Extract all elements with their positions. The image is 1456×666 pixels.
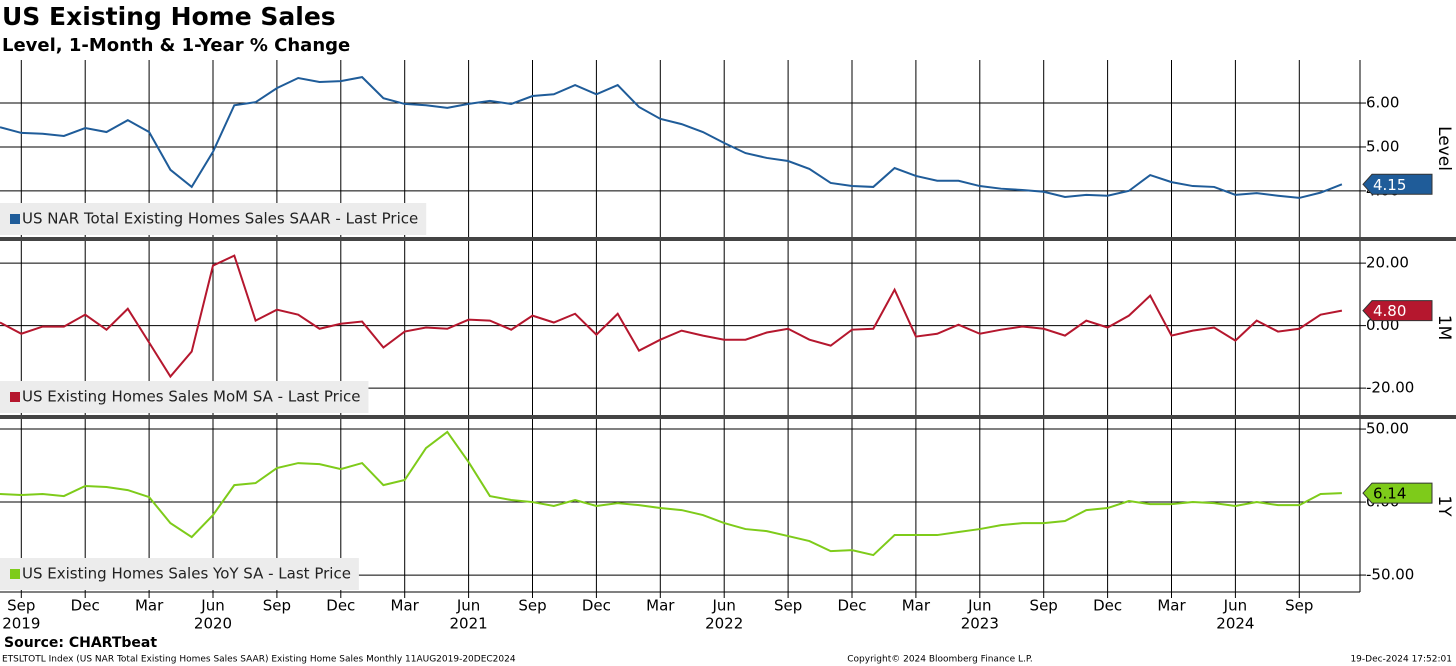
- legend-swatch: [10, 214, 20, 224]
- x-tick-label: Sep: [263, 597, 291, 615]
- y-tick-label: 50.00: [1366, 420, 1409, 438]
- y-tick-label: 5.00: [1366, 137, 1399, 155]
- y-tick-label: -20.00: [1366, 379, 1414, 397]
- y-tick-label: -50.00: [1366, 566, 1414, 584]
- x-tick-label: Dec: [71, 597, 100, 615]
- x-tick-label: Mar: [646, 597, 675, 615]
- footer-center: Copyright© 2024 Bloomberg Finance L.P.: [847, 655, 1032, 665]
- panel-separator: [0, 237, 1456, 241]
- last-value-label: 6.14: [1373, 485, 1406, 503]
- x-tick-label: Dec: [837, 597, 866, 615]
- x-year-label: 2022: [705, 615, 743, 633]
- x-tick-label: Sep: [518, 597, 546, 615]
- x-tick-label: Mar: [391, 597, 420, 615]
- axis-title: Level: [1434, 126, 1454, 171]
- legend-box: [0, 381, 369, 413]
- x-tick-label: Mar: [135, 597, 164, 615]
- x-tick-label: Dec: [582, 597, 611, 615]
- x-year-label: 2021: [450, 615, 488, 633]
- legend-swatch: [10, 569, 20, 579]
- axis-title: 1Y: [1434, 495, 1454, 517]
- y-tick-label: 20.00: [1366, 254, 1409, 272]
- last-value-tag: [1362, 482, 1433, 504]
- x-tick-label: Sep: [1030, 597, 1058, 615]
- series-line: [0, 76, 1343, 199]
- y-tick-label: 6.00: [1366, 94, 1399, 112]
- legend-swatch: [10, 392, 20, 402]
- series-line: [0, 430, 1342, 557]
- legend-box: [0, 203, 427, 235]
- x-tick-label: Mar: [1157, 597, 1186, 615]
- x-tick-label: Sep: [774, 597, 802, 615]
- legend-label: US Existing Homes Sales YoY SA - Last Pr…: [22, 565, 351, 583]
- legend-label: US NAR Total Existing Homes Sales SAAR -…: [22, 210, 418, 228]
- x-tick-label: Jun: [967, 597, 991, 615]
- x-tick-label: Jun: [711, 597, 735, 615]
- x-year-label: 2020: [194, 615, 232, 633]
- series-line: [0, 254, 1343, 379]
- legend: US NAR Total Existing Homes Sales SAAR -…: [0, 203, 427, 235]
- axis-title: 1M: [1434, 315, 1454, 340]
- x-tick-label: Dec: [1093, 597, 1122, 615]
- chart-title: US Existing Home Sales: [2, 2, 336, 31]
- x-tick-label: Mar: [902, 597, 931, 615]
- source: Source: CHARTbeat: [4, 635, 157, 651]
- legend: US Existing Homes Sales YoY SA - Last Pr…: [0, 558, 359, 590]
- x-year-label: 2019: [2, 615, 40, 633]
- x-tick-label: Sep: [1285, 597, 1313, 615]
- legend-label: US Existing Homes Sales MoM SA - Last Pr…: [22, 388, 360, 406]
- x-tick-label: Sep: [7, 597, 35, 615]
- last-value-label: 4.15: [1373, 176, 1406, 194]
- x-year-label: 2024: [1216, 615, 1254, 633]
- last-value-label: 4.80: [1373, 302, 1406, 320]
- legend-box: [0, 558, 359, 590]
- x-tick-label: Jun: [200, 597, 224, 615]
- chart-subtitle: Level, 1-Month & 1-Year % Change: [2, 35, 350, 56]
- x-year-label: 2023: [961, 615, 999, 633]
- x-tick-label: Jun: [456, 597, 480, 615]
- x-tick-label: Jun: [1223, 597, 1247, 615]
- panel-separator: [0, 415, 1456, 419]
- footer-right: 19-Dec-2024 17:52:01: [1350, 655, 1452, 665]
- x-tick-label: Dec: [326, 597, 355, 615]
- last-value-tag: [1362, 173, 1433, 195]
- legend: US Existing Homes Sales MoM SA - Last Pr…: [0, 381, 369, 413]
- footer-left: ETSLTOTL Index (US NAR Total Existing Ho…: [2, 655, 516, 665]
- last-value-tag: [1362, 300, 1433, 322]
